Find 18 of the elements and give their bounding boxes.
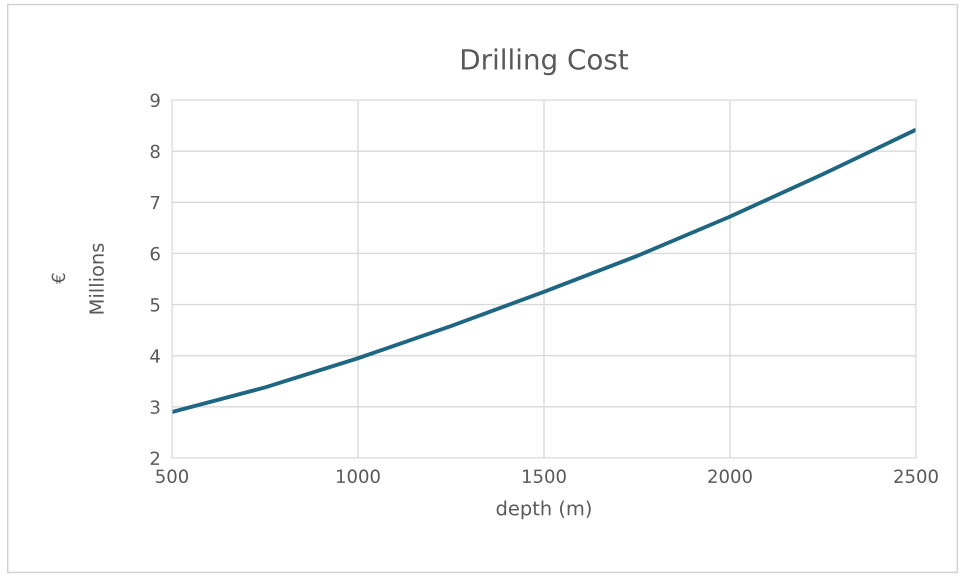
line-series bbox=[172, 128, 916, 414]
x-tick-label: 1000 bbox=[337, 469, 380, 484]
y-tick-label: 9 bbox=[150, 93, 160, 108]
y-tick-label: 6 bbox=[150, 246, 160, 261]
x-tick-label: 1500 bbox=[523, 469, 566, 484]
x-tick-label: 500 bbox=[156, 469, 188, 484]
x-tick-label: 2000 bbox=[708, 469, 752, 484]
y-tick-label: 8 bbox=[150, 144, 160, 158]
chart-title: Drilling Cost bbox=[462, 48, 628, 76]
y-tick-label: 4 bbox=[150, 349, 160, 363]
y-axis-title: Millions bbox=[88, 244, 104, 314]
y-tick-label: 2 bbox=[150, 451, 160, 465]
y-tick-label: 7 bbox=[150, 196, 160, 210]
x-tick-label: 2500 bbox=[894, 469, 938, 484]
y-tick-label: 3 bbox=[150, 400, 160, 414]
text: € bbox=[52, 273, 66, 284]
y-tick-label: 5 bbox=[150, 298, 160, 312]
x-axis-title: depth (m) bbox=[496, 500, 591, 520]
